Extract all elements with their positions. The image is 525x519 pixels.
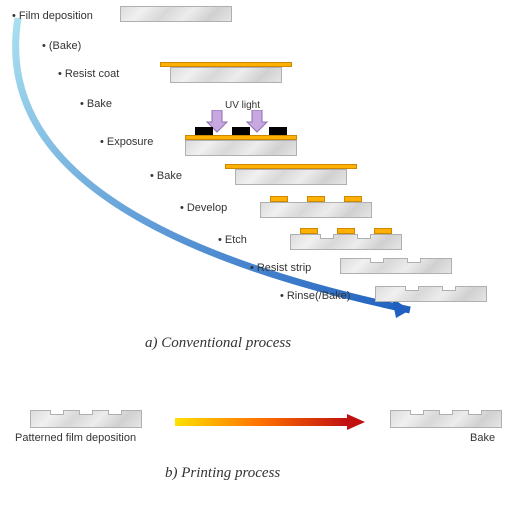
step-label-4: •Bake [80,98,112,110]
wafer-step-10 [375,286,487,302]
wafer-step-9 [340,258,452,274]
gradient-arrow [175,414,365,430]
caption-a: a) Conventional process [145,335,291,352]
step-label-7: •Develop [180,202,227,214]
bottom-left-label: Patterned film deposition [15,432,136,444]
wafer-bottom-right [390,410,502,428]
step-label-2: •(Bake) [42,40,81,52]
step-label-6: •Bake [150,170,182,182]
caption-b: b) Printing process [165,465,280,482]
step-label-3: •Resist coat [58,68,119,80]
wafer-step-1 [120,6,232,22]
step-label-5: •Exposure [100,136,153,148]
bottom-right-label: Bake [470,432,495,444]
wafer-bottom-left [30,410,142,428]
step-label-1: •Film deposition [12,10,93,22]
step-label-9: •Resist strip [250,262,311,274]
step-label-8: •Etch [218,234,247,246]
step-label-10: •Rinse(/Bake) [280,290,350,302]
